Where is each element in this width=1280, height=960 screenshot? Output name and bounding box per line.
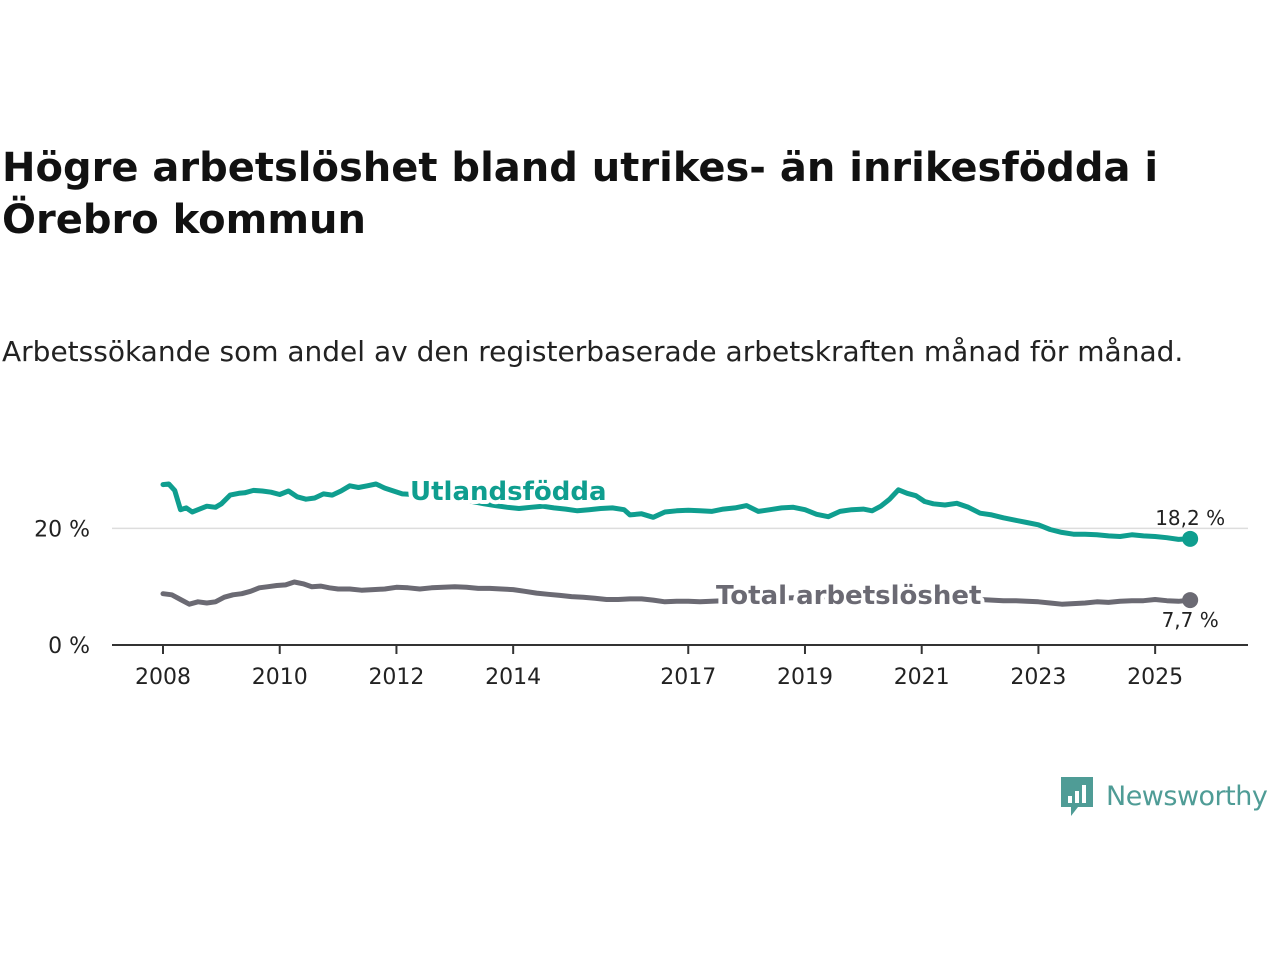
series-label-halo: Utlandsfödda [410,477,607,507]
x-tick-label: 2025 [1127,665,1183,690]
newsworthy-icon [1061,777,1093,816]
brand-logo: Newsworthy [1058,774,1268,818]
axes: 0 % 20 % 2008 2010 2012 2014 2017 2019 2021 2023 2… [34,517,1248,690]
series-endpoint-1 [1182,592,1199,609]
chart-title: Högre arbetslöshet bland utrikes- än inr… [2,145,1159,243]
x-tick-label: 2008 [135,665,191,690]
x-tick-label: 2023 [1010,665,1066,690]
y-tick-label: 0 % [48,634,90,659]
x-tick-label: 2012 [368,665,424,690]
x-tick-label: 2014 [485,665,541,690]
series-lines [160,481,1199,609]
y-tick-label: 20 % [34,517,90,542]
series-name-label: Total arbetslöshet [716,581,981,611]
series-name-label: Utlandsfödda [410,477,607,507]
chart-subtitle: Arbetssökande som andel av den registerb… [2,335,1184,368]
x-tick-label: 2019 [777,665,833,690]
brand-name: Newsworthy [1106,780,1268,812]
series-endpoint-0 [1182,530,1199,547]
series-line-0 [160,481,1193,542]
x-tick-label: 2021 [894,665,950,690]
x-tick-label: 2017 [660,665,716,690]
x-tick-label: 2010 [252,665,308,690]
series-label-halo: Total arbetslöshet [716,581,981,611]
series-end-value-label: 18,2 % [1155,506,1225,530]
series-end-value-label: 7,7 % [1162,608,1219,632]
series-line-1 [160,579,1193,607]
